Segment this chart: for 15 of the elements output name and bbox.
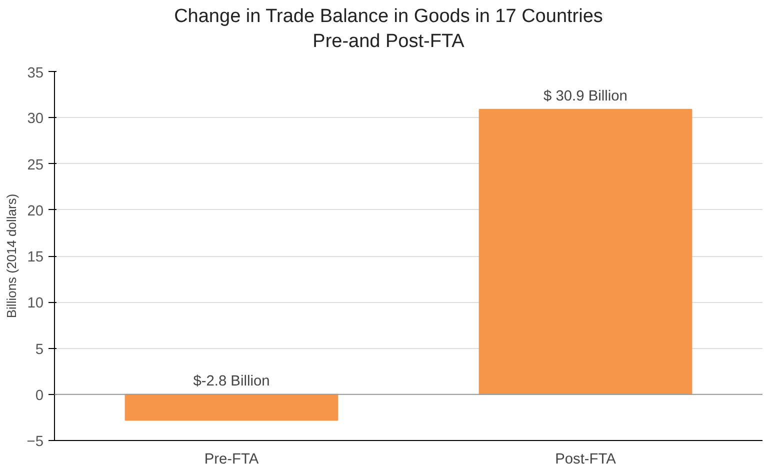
y-tick-label: 15 — [27, 250, 44, 266]
y-tick-label: 0 — [35, 388, 44, 404]
y-tick-label: 5 — [35, 342, 44, 358]
data-label: $-2.8 Billion — [193, 373, 270, 390]
y-axis-title: Billions (2014 dollars) — [4, 194, 19, 318]
y-tick-label: 10 — [27, 296, 44, 312]
data-label: $ 30.9 Billion — [544, 88, 628, 104]
x-tick-label: Post-FTA — [555, 452, 616, 464]
y-tick-label: 30 — [27, 111, 44, 128]
y-tick-label: −5 — [26, 434, 44, 450]
y-tick-label: 25 — [27, 157, 44, 174]
chart-title: Change in Trade Balance in Goods in 17 Countries Pre-and Post-FTA — [174, 5, 603, 54]
y-tick-label: 20 — [27, 203, 44, 220]
x-tick-label: Pre-FTA — [204, 452, 259, 464]
y-tick-label: 35 — [27, 66, 44, 82]
